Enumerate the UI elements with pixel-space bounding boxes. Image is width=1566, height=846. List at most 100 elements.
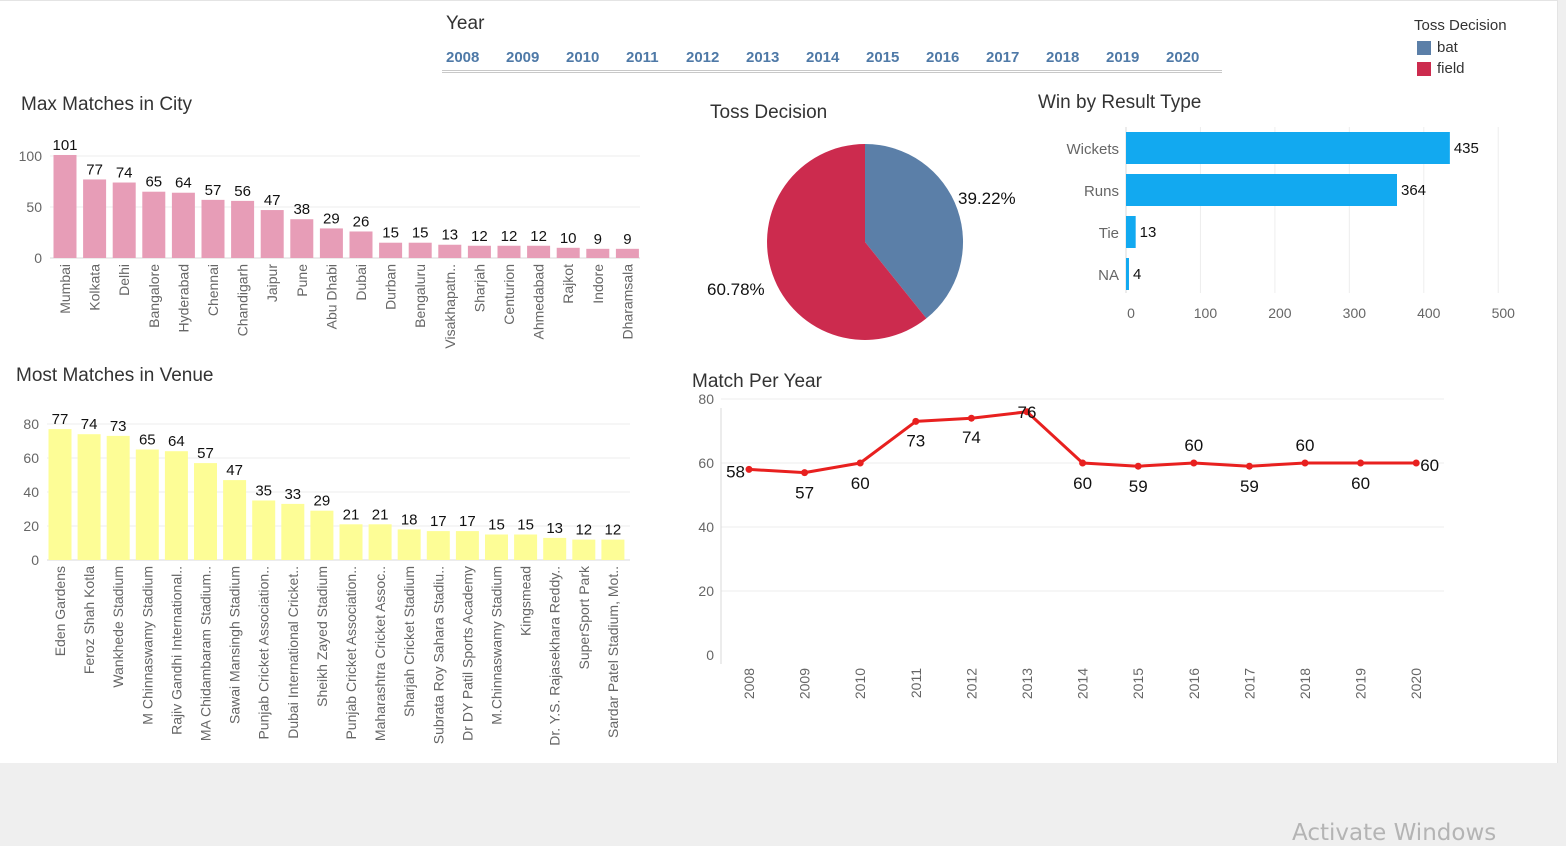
- city-bar-chart: 0 50 100 101 Mumbai 77 Kolkata 74 Delhi 65 Bangalo…: [19, 137, 640, 349]
- data-label: 21: [372, 506, 389, 523]
- data-label: 9: [594, 231, 602, 248]
- bar-sardar-patel-stadium-mot: [601, 539, 625, 560]
- bar-eden-gardens: [48, 429, 72, 560]
- year-filter-item-2009[interactable]: 2009: [506, 49, 540, 66]
- data-label: 435: [1454, 140, 1479, 157]
- x-tick-label: Sawai Mansingh Stadium: [227, 566, 243, 724]
- pie-label-field: 60.78%: [707, 280, 765, 299]
- data-label: 73: [906, 431, 925, 450]
- year-filter-item-2016[interactable]: 2016: [926, 49, 960, 66]
- pie-label-bat: 39.22%: [958, 189, 1016, 208]
- venue-chart-title: Most Matches in Venue: [16, 365, 214, 386]
- bar-punjab-cricket-association: [339, 524, 363, 560]
- x-tick-label: Sardar Patel Stadium, Mot..: [605, 566, 621, 738]
- x-tick-label: Kolkata: [87, 264, 103, 311]
- year-filter-item-2010[interactable]: 2010: [566, 49, 600, 66]
- y-tick-label: 80: [698, 391, 714, 407]
- year-filter-item-2011[interactable]: 2011: [626, 49, 659, 66]
- data-label: 15: [488, 517, 505, 534]
- venue-bar-chart: 0 20 40 60 80 77 Eden Gardens 74 Feroz Shah Kotl…: [23, 411, 630, 746]
- result-chart-title: Win by Result Type: [1038, 92, 1202, 113]
- data-point-2020: [1412, 459, 1420, 467]
- y-tick-label: 40: [698, 519, 714, 535]
- data-label: 26: [353, 213, 370, 230]
- year-filter-item-2008[interactable]: 2008: [446, 49, 480, 66]
- x-tick-label: Dubai: [353, 264, 369, 301]
- legend-label-bat: bat: [1437, 39, 1458, 56]
- x-tick-label: 500: [1492, 305, 1516, 321]
- data-label: 4: [1133, 266, 1141, 283]
- dashboard: Year 2008 2009 2010 2011 2012 2013 2014 2015 201…: [0, 0, 1558, 763]
- data-label: 60: [851, 474, 870, 493]
- data-point-2010: [856, 459, 864, 467]
- data-label: 10: [560, 230, 577, 247]
- legend-label-field: field: [1437, 60, 1465, 77]
- year-filter-item-2014[interactable]: 2014: [806, 49, 840, 66]
- year-filter-item-2015[interactable]: 2015: [866, 49, 900, 66]
- data-label: 57: [205, 182, 222, 199]
- data-point-2019: [1357, 459, 1365, 467]
- data-label: 74: [81, 416, 98, 433]
- data-label: 59: [1129, 477, 1148, 496]
- bar-m-chinnaswamy-stadium: [485, 534, 508, 560]
- year-filter-item-2012[interactable]: 2012: [686, 49, 720, 66]
- data-point-2012: [967, 414, 975, 422]
- year-filter-item-2019[interactable]: 2019: [1106, 49, 1140, 66]
- x-tick-label: 0: [1127, 305, 1135, 321]
- bar-chennai: [201, 199, 225, 258]
- data-label: 9: [623, 231, 631, 248]
- bar-tie: [1126, 216, 1136, 248]
- year-filter-item-2020[interactable]: 2020: [1166, 49, 1200, 66]
- y-tick-label: Wickets: [1067, 141, 1120, 158]
- bar-bengaluru: [408, 242, 432, 258]
- data-label: 58: [726, 462, 745, 481]
- x-tick-label: Dr. Y.S. Rajasekhara Reddy..: [547, 566, 563, 746]
- bar-dr-y-s-rajasekhara-reddy: [543, 537, 567, 560]
- data-label: 77: [86, 161, 103, 178]
- bar-sheikh-zayed-stadium: [310, 510, 334, 560]
- bar-na: [1126, 258, 1129, 290]
- year-filter-item-2017[interactable]: 2017: [986, 49, 1020, 66]
- data-label: 59: [1240, 477, 1259, 496]
- y-tick-label: 0: [31, 552, 39, 568]
- bar-wickets: [1126, 132, 1450, 164]
- y-tick-label: 20: [698, 583, 714, 599]
- x-tick-label: 2018: [1297, 668, 1313, 699]
- x-tick-label: Kingsmead: [518, 566, 534, 636]
- data-point-2016: [1190, 459, 1198, 467]
- x-tick-label: Sharjah Cricket Stadium: [401, 566, 417, 717]
- bar-dharamsala: [615, 248, 639, 258]
- x-tick-label: 2017: [1241, 668, 1257, 699]
- data-label: 15: [412, 225, 429, 242]
- year-filter-item-2013[interactable]: 2013: [746, 49, 780, 66]
- x-tick-label: Eden Gardens: [52, 566, 68, 656]
- year-filter-item-2018[interactable]: 2018: [1046, 49, 1080, 66]
- bar-hyderabad: [171, 192, 195, 258]
- x-tick-label: Rajkot: [560, 264, 576, 304]
- bar-wankhede-stadium: [106, 435, 130, 560]
- bar-punjab-cricket-association: [252, 500, 276, 560]
- x-tick-label: 2014: [1075, 668, 1091, 699]
- y-tick-label: 40: [23, 484, 39, 500]
- data-label: 74: [962, 428, 981, 447]
- data-label: 21: [343, 506, 360, 523]
- y-tick-label: 80: [23, 416, 39, 432]
- bar-feroz-shah-kotla: [77, 434, 101, 560]
- data-label: 38: [293, 201, 310, 218]
- x-tick-label: Punjab Cricket Association..: [256, 566, 272, 740]
- x-tick-label: MA Chidambaram Stadium..: [198, 566, 214, 741]
- year-chart-title: Match Per Year: [692, 371, 822, 392]
- x-tick-label: Pune: [294, 264, 310, 297]
- x-tick-label: M Chinnaswamy Stadium: [139, 566, 155, 725]
- data-label: 12: [471, 228, 488, 245]
- data-label: 73: [110, 418, 127, 435]
- data-label: 12: [575, 522, 592, 539]
- x-tick-label: Dubai International Cricket..: [285, 566, 301, 739]
- data-label: 101: [52, 137, 77, 154]
- x-tick-label: Bangalore: [146, 264, 162, 328]
- data-label: 13: [441, 227, 458, 244]
- result-bar-chart: 0 100 200 300 400 500 435 Wickets 364 Runs 13 Tie 4N…: [1067, 127, 1516, 321]
- data-label: 33: [284, 486, 301, 503]
- bar-ma-chidambaram-stadium: [194, 463, 217, 560]
- legend-swatch-bat: [1417, 41, 1431, 55]
